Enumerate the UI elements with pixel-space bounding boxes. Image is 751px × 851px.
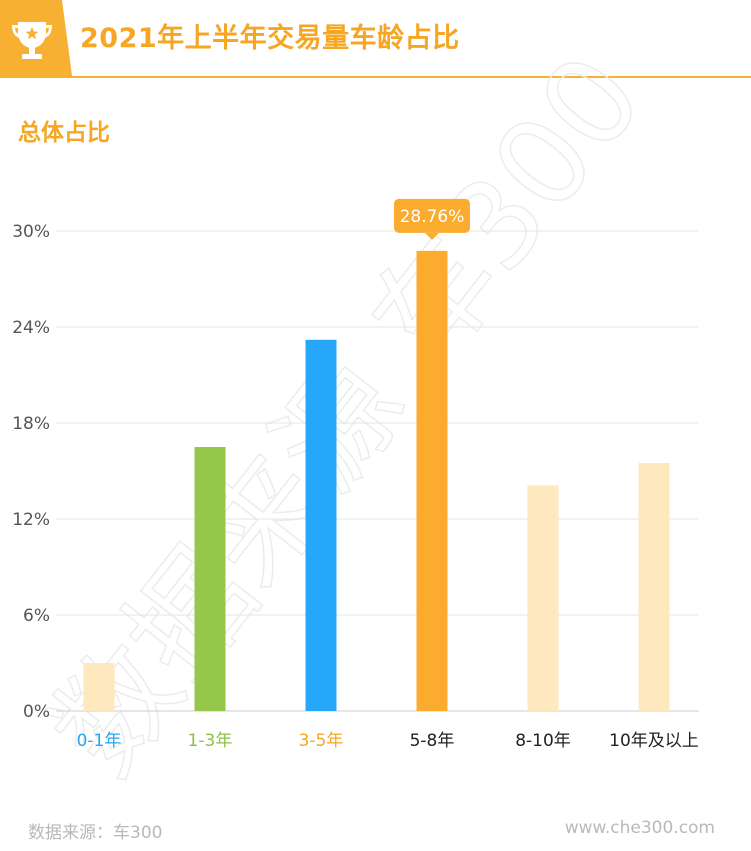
x-tick-label: 10年及以上 bbox=[609, 731, 699, 751]
bar bbox=[638, 463, 670, 711]
bar bbox=[527, 485, 559, 711]
x-tick-label: 3-5年 bbox=[299, 731, 344, 751]
header-badge bbox=[0, 0, 72, 76]
chart-subtitle: 总体占比 bbox=[18, 120, 110, 146]
tooltip-pointer bbox=[425, 232, 439, 240]
x-tick-label: 1-3年 bbox=[188, 731, 233, 751]
page-title: 2021年上半年交易量车龄占比 bbox=[80, 23, 460, 54]
bar bbox=[194, 447, 226, 711]
x-tick-label: 8-10年 bbox=[515, 731, 571, 751]
y-tick-label: 0% bbox=[23, 702, 50, 722]
bar bbox=[416, 250, 448, 711]
data-label: 28.76% bbox=[400, 207, 465, 227]
bar bbox=[83, 663, 115, 711]
bar bbox=[305, 339, 337, 711]
y-tick-label: 6% bbox=[23, 606, 50, 626]
y-tick-label: 18% bbox=[12, 414, 50, 434]
y-tick-label: 30% bbox=[12, 222, 50, 242]
header: 2021年上半年交易量车龄占比 bbox=[0, 0, 751, 78]
tooltip-box bbox=[394, 198, 470, 233]
x-tick-label: 5-8年 bbox=[410, 731, 455, 751]
footer-site: www.che300.com bbox=[564, 818, 715, 838]
x-tick-label: 0-1年 bbox=[77, 731, 122, 751]
y-tick-label: 12% bbox=[12, 510, 50, 530]
y-tick-label: 24% bbox=[12, 318, 50, 338]
footer-source: 数据来源：车300 bbox=[28, 823, 163, 843]
